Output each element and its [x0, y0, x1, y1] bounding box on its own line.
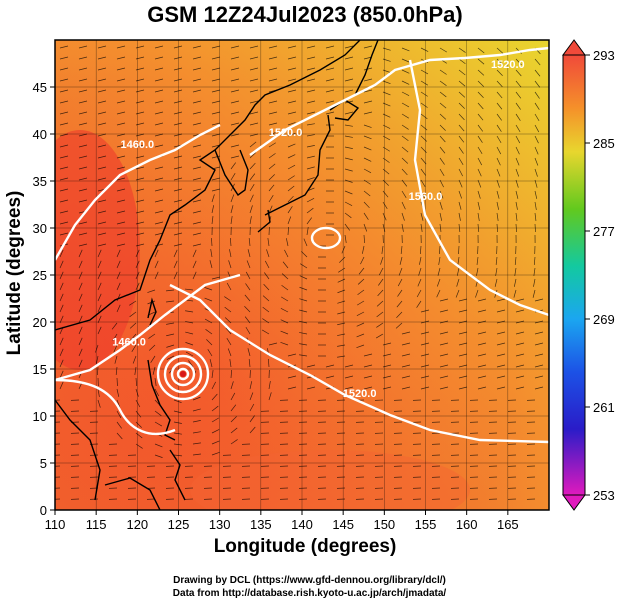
y-tick-label: 25 — [33, 268, 47, 283]
colorbar-tick-label: 277 — [593, 224, 615, 239]
y-tick-label: 45 — [33, 80, 47, 95]
y-tick-label: 35 — [33, 174, 47, 189]
philippines-south — [169, 449, 186, 501]
y-axis-title: Latitude (degrees) — [4, 190, 25, 356]
x-tick-label: 150 — [373, 517, 395, 532]
x-tick-label: 135 — [250, 517, 272, 532]
cyclone-ring-2 — [163, 354, 203, 394]
y-tick-label: 15 — [33, 362, 47, 377]
x-tick-label: 125 — [168, 517, 190, 532]
korea-coast — [214, 149, 249, 196]
high-contour — [310, 226, 342, 250]
x-axis-title: Longitude (degrees) — [213, 536, 397, 557]
lat-lon-grid — [55, 40, 549, 510]
contour-label: 1520.0 — [491, 59, 525, 71]
x-tick-label: 145 — [332, 517, 354, 532]
cyclone-center-marker — [180, 371, 186, 377]
cyclone-ring-3 — [170, 361, 196, 387]
cyclone-ring-4 — [176, 367, 190, 381]
contour-label: 1460.0 — [121, 139, 155, 151]
contour-1560-east — [408, 59, 549, 317]
contour-1520-north — [249, 46, 549, 156]
y-tick-label: 20 — [33, 315, 47, 330]
y-tick-label: 10 — [33, 409, 47, 424]
x-tick-label: 165 — [497, 517, 519, 532]
colorbar-tick-label: 269 — [593, 312, 615, 327]
cyclone-ring-1 — [156, 347, 210, 401]
contour-1460-north — [55, 123, 221, 261]
x-tick-label: 110 — [45, 517, 66, 532]
philippines-luzon — [147, 359, 176, 441]
china-coast — [55, 40, 361, 331]
y-tick-label: 0 — [40, 503, 47, 518]
colorbar-bottom-cap — [562, 494, 586, 511]
colorbar-top-cap — [562, 39, 586, 56]
streamlines — [55, 45, 544, 500]
y-axis-ticks: 0 5 10 15 20 25 30 35 40 45 — [33, 80, 55, 518]
colorbar: 293 285 277 269 261 253 — [562, 39, 615, 511]
x-axis-ticks: 110 115 120 125 130 135 140 145 150 155 160 165 — [45, 510, 519, 532]
colorbar-tick-label: 285 — [593, 136, 615, 151]
map-title: GSM 12Z24Jul2023 (850.0hPa) — [147, 2, 463, 27]
colorbar-body — [562, 54, 586, 496]
warm-continent-field — [55, 130, 140, 370]
indochina-coast — [55, 399, 101, 501]
coastlines — [55, 40, 379, 510]
colorbar-tick-label: 253 — [593, 488, 615, 503]
contour-labels: 1460.0 1520.0 1560.0 1520.0 1460.0 1520.0 — [112, 59, 524, 400]
contour-label: 1520.0 — [269, 127, 303, 139]
contour-cyclone-outer — [55, 378, 176, 436]
height-contours — [55, 46, 549, 444]
warm-tropical-field — [190, 450, 470, 510]
taiwan-coast — [147, 297, 157, 326]
contour-label: 1520.0 — [343, 388, 377, 400]
y-tick-label: 30 — [33, 221, 47, 236]
japan-kyushu — [257, 209, 271, 233]
colorbar-ticks: 293 285 277 269 261 253 — [585, 48, 615, 503]
y-tick-label: 40 — [33, 127, 47, 142]
x-tick-label: 160 — [456, 517, 478, 532]
credit-data: Data from http://database.rish.kyoto-u.a… — [172, 588, 447, 599]
sakhalin-coast — [354, 40, 379, 96]
contour-label: 1560.0 — [409, 191, 443, 203]
contour-label: 1460.0 — [112, 337, 146, 349]
x-tick-label: 115 — [86, 517, 107, 532]
x-tick-label: 130 — [209, 517, 231, 532]
x-tick-label: 140 — [291, 517, 313, 532]
credit-drawing: Drawing by DCL (https://www.gfd-dennou.o… — [173, 575, 446, 586]
contour-1520-south — [169, 283, 549, 444]
japan-honshu — [264, 114, 331, 216]
colorbar-tick-label: 261 — [593, 400, 615, 415]
borneo-coast — [104, 477, 161, 510]
y-tick-label: 5 — [40, 456, 47, 471]
contour-1460-south — [55, 273, 241, 382]
x-tick-label: 155 — [415, 517, 437, 532]
colorbar-tick-label: 293 — [593, 48, 615, 63]
x-tick-label: 120 — [126, 517, 148, 532]
